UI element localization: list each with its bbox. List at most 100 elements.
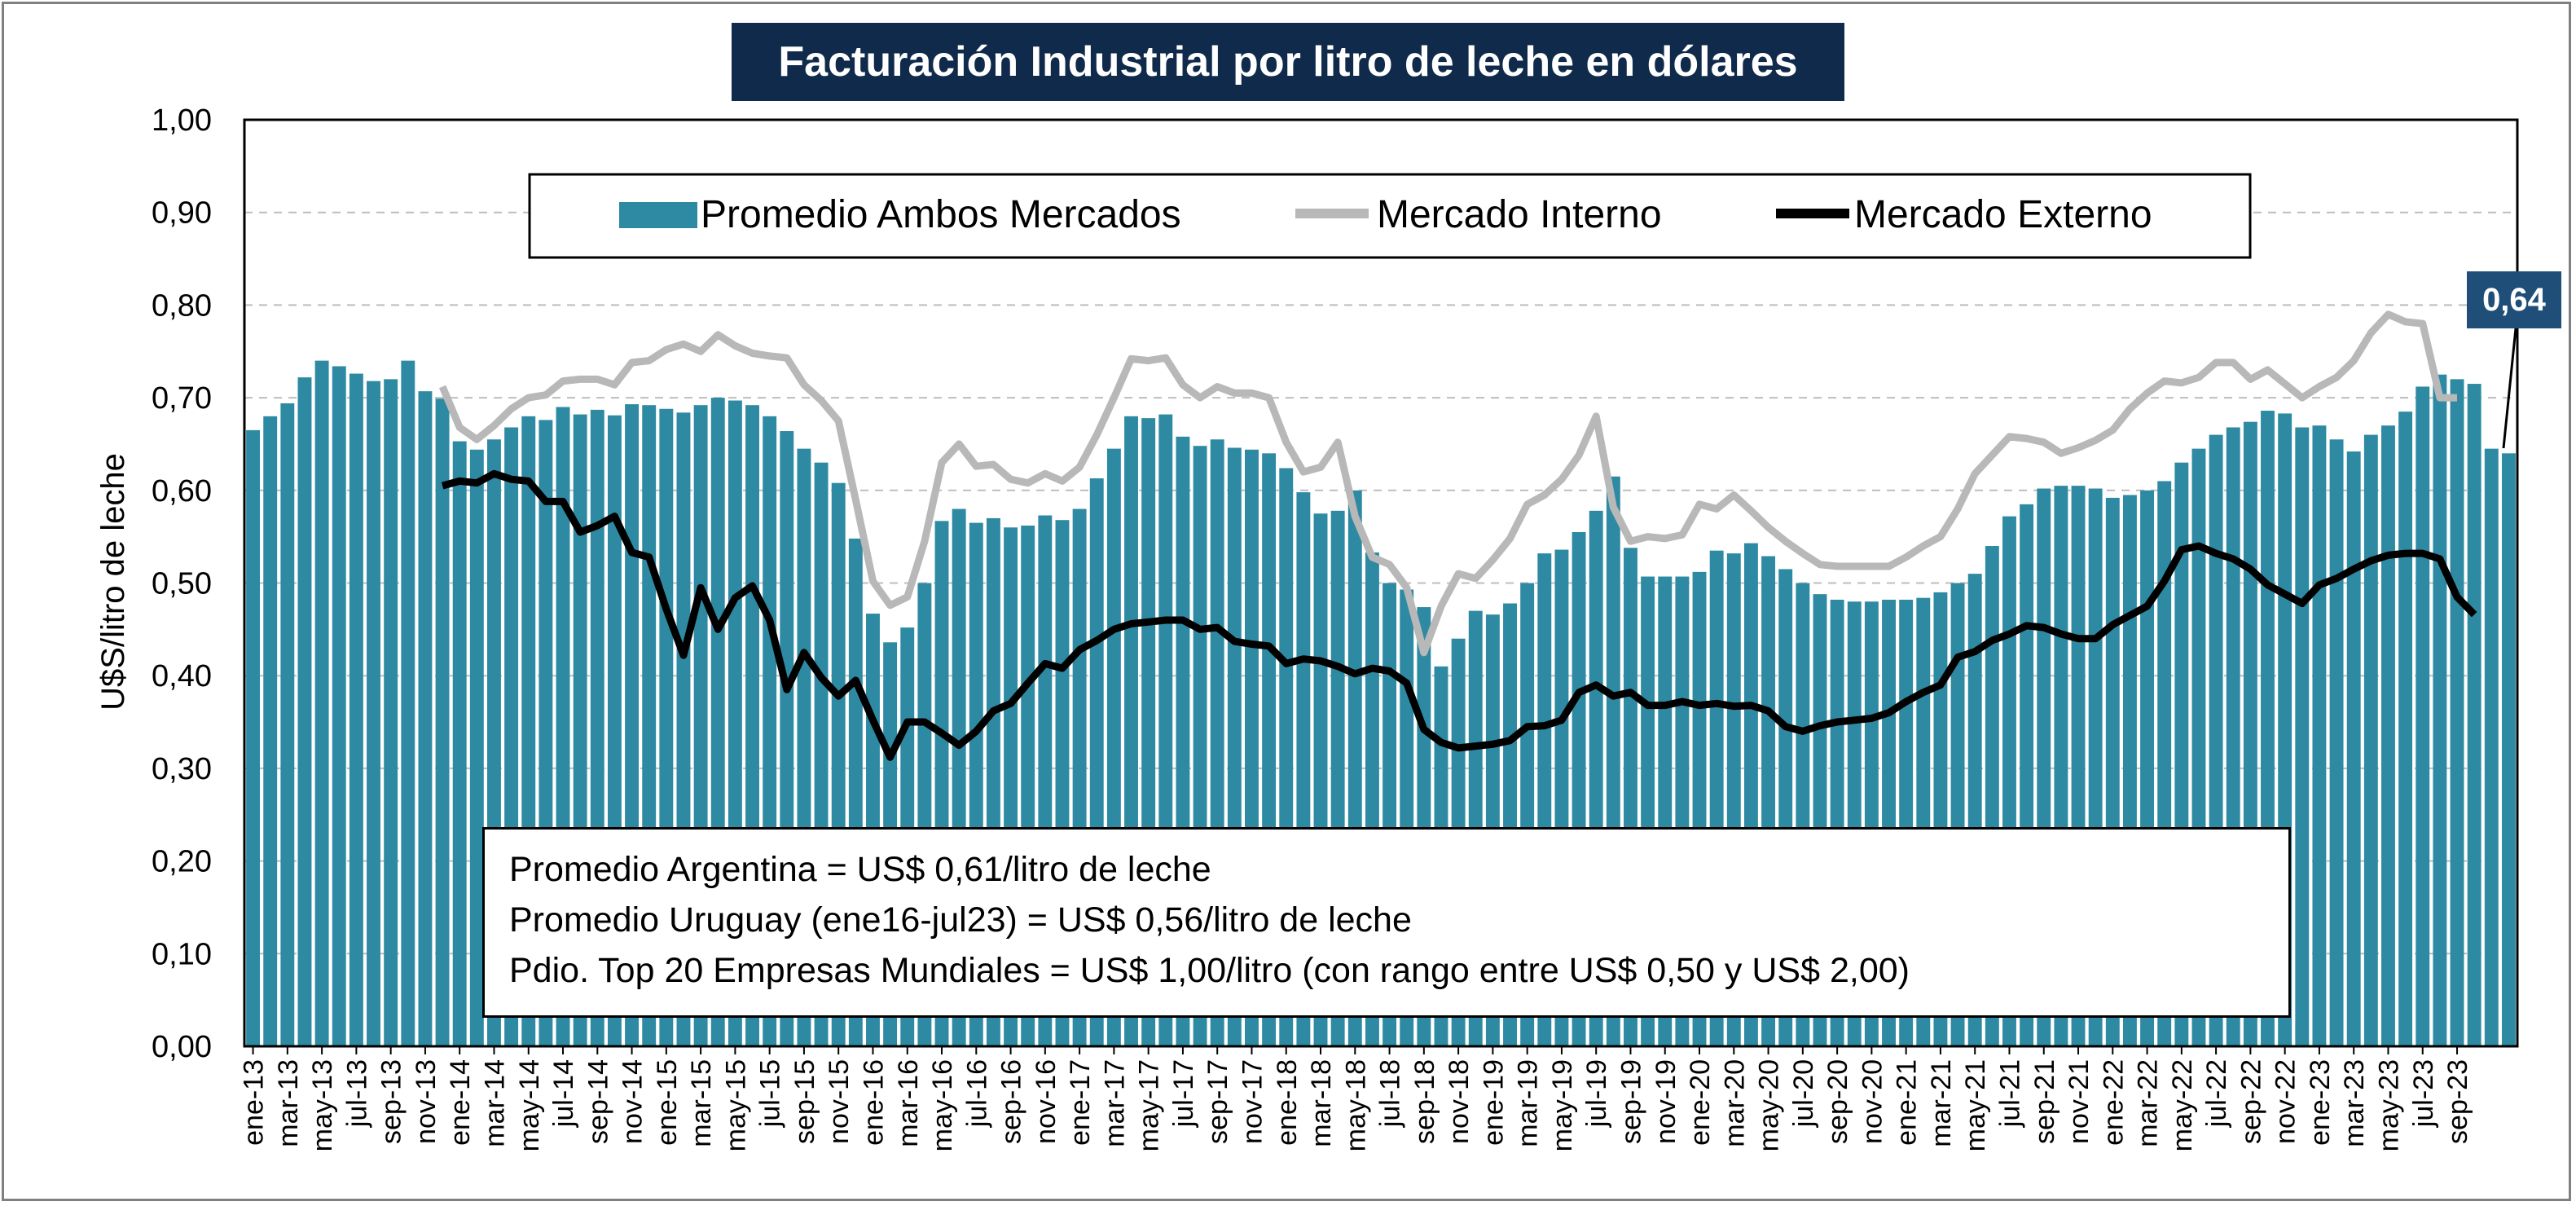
x-tick-label: may-14 bbox=[514, 1059, 545, 1151]
x-tick-label: may-22 bbox=[2167, 1059, 2198, 1151]
bar-promedio bbox=[263, 416, 278, 1047]
x-tick-label: nov-18 bbox=[1444, 1059, 1475, 1144]
x-tick-label: jul-17 bbox=[1168, 1059, 1199, 1128]
x-tick-label: sep-19 bbox=[1616, 1059, 1647, 1144]
x-tick-label: sep-15 bbox=[789, 1059, 820, 1144]
bar-promedio bbox=[418, 391, 433, 1046]
legend-externo-label: Mercado Externo bbox=[1854, 193, 2152, 236]
x-tick-label: may-13 bbox=[307, 1059, 338, 1151]
y-tick-label: 0,50 bbox=[152, 567, 212, 601]
x-tick-label: may-21 bbox=[1960, 1059, 1991, 1151]
x-tick-label: ene-23 bbox=[2305, 1059, 2336, 1146]
last-value-leader-line bbox=[2502, 328, 2517, 449]
x-tick-label: mar-21 bbox=[1926, 1059, 1957, 1147]
x-tick-label: may-19 bbox=[1547, 1059, 1578, 1151]
bar-promedio bbox=[452, 441, 467, 1046]
bar-promedio bbox=[2398, 412, 2413, 1046]
bar-promedio bbox=[2416, 386, 2430, 1046]
y-tick-label: 0,30 bbox=[152, 752, 212, 786]
x-tick-label: jul-14 bbox=[548, 1059, 579, 1128]
x-tick-label: may-15 bbox=[720, 1059, 751, 1151]
bar-promedio bbox=[2363, 434, 2378, 1046]
axes bbox=[243, 118, 2519, 1048]
x-tick-label: jul-15 bbox=[755, 1059, 786, 1128]
bar-promedio bbox=[2346, 451, 2361, 1046]
x-tick-label: jul-20 bbox=[1788, 1059, 1819, 1128]
x-tick-label: mar-23 bbox=[2339, 1059, 2370, 1147]
x-tick-label: jul-16 bbox=[961, 1059, 992, 1128]
y-tick-labels: 0,00 0,10 0,20 0,30 0,40 0,50 0,60 0,70 0,80 0,90… bbox=[152, 103, 212, 1064]
y-tick-label: 0,70 bbox=[152, 381, 212, 416]
x-tick-label: jul-19 bbox=[1581, 1059, 1612, 1128]
x-tick-label: jul-21 bbox=[1995, 1059, 2026, 1128]
x-tick-label: sep-18 bbox=[1409, 1059, 1440, 1144]
bar-promedio bbox=[280, 403, 295, 1046]
x-tick-label: ene-14 bbox=[445, 1059, 476, 1146]
x-tick-label: nov-20 bbox=[1857, 1059, 1888, 1144]
bar-promedio bbox=[332, 366, 346, 1046]
lines bbox=[438, 310, 2477, 761]
bar-promedio bbox=[246, 429, 261, 1046]
bar-promedio bbox=[2501, 453, 2516, 1046]
x-tick-label: ene-16 bbox=[859, 1059, 890, 1146]
x-tick-label: mar-14 bbox=[480, 1059, 511, 1147]
legend-box bbox=[528, 173, 2252, 259]
note-uruguay: Promedio Uruguay (ene16-jul23) = US$ 0,5… bbox=[509, 900, 1412, 940]
x-tick-label: nov-22 bbox=[2270, 1059, 2301, 1144]
x-tick-label: mar-17 bbox=[1099, 1059, 1130, 1147]
x-tick-label: ene-19 bbox=[1478, 1059, 1509, 1146]
chart-title: Facturación Industrial por litro de lech… bbox=[732, 23, 1844, 101]
x-tick-label: sep-22 bbox=[2235, 1059, 2266, 1144]
x-tick-label: mar-18 bbox=[1306, 1059, 1337, 1147]
y-tick-label: 0,60 bbox=[152, 474, 212, 508]
note-top20: Pdio. Top 20 Empresas Mundiales = US$ 1,… bbox=[509, 951, 1910, 990]
x-tick-label: ene-22 bbox=[2098, 1059, 2129, 1146]
bar-promedio bbox=[384, 379, 398, 1046]
x-tick-label: ene-15 bbox=[652, 1059, 683, 1146]
x-tick-label: mar-22 bbox=[2133, 1059, 2164, 1147]
x-tick-label: jul-22 bbox=[2201, 1059, 2232, 1128]
x-tick-label: nov-13 bbox=[411, 1059, 442, 1144]
y-tick-label: 0,00 bbox=[152, 1030, 212, 1064]
legend-bars-swatch bbox=[619, 202, 697, 228]
x-tick-label: sep-16 bbox=[996, 1059, 1027, 1144]
bar-promedio bbox=[314, 360, 329, 1046]
bar-promedio bbox=[349, 373, 363, 1047]
bar-promedio bbox=[2450, 379, 2464, 1046]
note-argentina: Promedio Argentina = US$ 0,61/litro de l… bbox=[509, 850, 1211, 889]
y-tick-label: 1,00 bbox=[152, 103, 212, 138]
bar-promedio bbox=[2295, 427, 2310, 1046]
y-tick-label: 0,80 bbox=[152, 288, 212, 323]
x-tick-label: nov-19 bbox=[1651, 1059, 1681, 1144]
x-tick-label: jul-18 bbox=[1375, 1059, 1406, 1128]
bar-promedio bbox=[297, 377, 312, 1046]
x-tick-label: jul-13 bbox=[341, 1059, 372, 1128]
x-tick-label: mar-15 bbox=[686, 1059, 717, 1147]
legend-interno-label: Mercado Interno bbox=[1377, 193, 1662, 236]
bar-promedio bbox=[469, 449, 484, 1046]
x-tick-label: may-18 bbox=[1340, 1059, 1371, 1151]
x-tick-label: mar-16 bbox=[893, 1059, 924, 1147]
y-tick-label: 0,10 bbox=[152, 937, 212, 971]
x-tick-label: ene-18 bbox=[1272, 1059, 1303, 1146]
x-tick-label: mar-20 bbox=[1719, 1059, 1750, 1147]
y-tick-label: 0,90 bbox=[152, 196, 212, 231]
x-tick-label: may-16 bbox=[927, 1059, 958, 1151]
x-tick-label: nov-16 bbox=[1031, 1059, 1062, 1144]
last-value-label: 0,64 bbox=[2467, 271, 2561, 328]
x-tick-label: nov-21 bbox=[2064, 1059, 2095, 1144]
x-tick-label: nov-14 bbox=[618, 1059, 648, 1144]
x-tick-label: nov-15 bbox=[824, 1059, 855, 1144]
plot-area-border bbox=[243, 118, 2519, 1048]
legend: Promedio Ambos Mercados Mercado Interno … bbox=[528, 173, 2252, 259]
x-tick-label: may-20 bbox=[1754, 1059, 1785, 1151]
bar-promedio bbox=[2329, 439, 2344, 1046]
bar-promedio bbox=[2381, 425, 2395, 1046]
x-tick-label: sep-20 bbox=[1822, 1059, 1853, 1144]
bar-promedio bbox=[2433, 374, 2447, 1046]
x-tick-label: may-17 bbox=[1134, 1059, 1165, 1151]
bar-promedio bbox=[2484, 448, 2499, 1046]
y-axis-label: U$S/litro de leche bbox=[95, 453, 131, 711]
x-tick-label: ene-21 bbox=[1892, 1059, 1923, 1146]
